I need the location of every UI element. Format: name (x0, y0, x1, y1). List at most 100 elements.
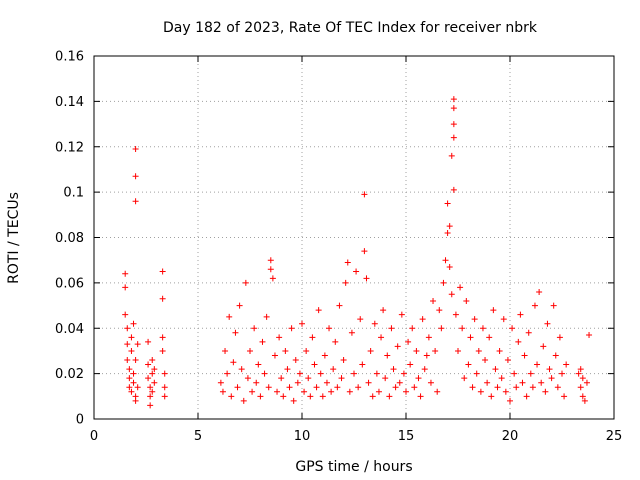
data-point (128, 388, 135, 395)
data-point (363, 275, 370, 282)
data-point (434, 388, 441, 395)
data-point (461, 375, 468, 382)
data-point (450, 96, 457, 103)
data-point (161, 384, 168, 391)
data-point (340, 357, 347, 364)
data-point (509, 325, 516, 332)
data-point (446, 263, 453, 270)
data-point (430, 298, 437, 305)
data-point (486, 334, 493, 341)
data-point (271, 352, 278, 359)
data-point (305, 375, 312, 382)
data-point (311, 361, 318, 368)
data-point (550, 302, 557, 309)
data-point (342, 279, 349, 286)
data-point (559, 370, 565, 377)
data-point (583, 379, 590, 386)
x-tick-label: 15 (398, 429, 415, 444)
data-point (147, 393, 154, 400)
data-point (380, 307, 387, 314)
data-point (161, 370, 168, 377)
data-point (494, 384, 501, 391)
data-point (249, 388, 256, 395)
data-point (134, 341, 141, 348)
data-point (448, 291, 455, 298)
data-point (132, 357, 139, 364)
data-point (367, 347, 374, 354)
data-point (427, 379, 434, 386)
data-point (128, 347, 135, 354)
data-point (502, 388, 509, 395)
data-points (122, 96, 593, 409)
data-point (375, 388, 382, 395)
data-point (371, 320, 378, 327)
data-point (159, 268, 166, 275)
data-point (261, 370, 268, 377)
y-tick-label: 0.08 (55, 231, 84, 246)
data-point (525, 329, 532, 336)
data-point (390, 366, 397, 373)
data-point (527, 370, 534, 377)
data-point (326, 325, 333, 332)
data-point (450, 186, 457, 193)
x-tick-label: 10 (294, 429, 311, 444)
data-point (577, 384, 584, 391)
data-point (242, 279, 249, 286)
data-point (577, 366, 584, 373)
data-point (132, 173, 139, 180)
data-point (442, 257, 449, 264)
data-point (542, 388, 549, 395)
data-point (319, 393, 326, 400)
grid-lines (94, 56, 614, 419)
data-point (373, 370, 380, 377)
data-point (234, 384, 241, 391)
data-point (459, 325, 466, 332)
data-point (467, 334, 474, 341)
data-point (334, 384, 341, 391)
data-point (457, 284, 464, 291)
data-point (230, 359, 237, 366)
data-point (552, 352, 559, 359)
data-point (563, 361, 570, 368)
data-point (450, 121, 457, 128)
data-point (384, 352, 391, 359)
data-point (492, 366, 499, 373)
data-point (267, 266, 274, 273)
data-point (405, 338, 412, 345)
data-point (122, 311, 129, 318)
chart-title: Day 182 of 2023, Rate Of TEC Index for r… (163, 20, 538, 36)
y-tick-label: 0.1 (63, 186, 84, 201)
data-point (251, 325, 258, 332)
data-point (463, 298, 470, 305)
data-point (301, 388, 308, 395)
data-point (544, 320, 551, 327)
data-point (267, 257, 274, 264)
data-point (534, 361, 541, 368)
data-point (294, 379, 301, 386)
data-point (348, 329, 355, 336)
y-tick-label: 0.06 (55, 276, 84, 291)
data-point (546, 366, 553, 373)
data-point (132, 198, 139, 205)
data-point (400, 370, 407, 377)
data-point (292, 357, 299, 364)
data-point (259, 338, 266, 345)
data-point (228, 393, 235, 400)
data-point (217, 379, 224, 386)
data-point (147, 384, 154, 391)
data-point (288, 325, 295, 332)
data-point (219, 388, 226, 395)
data-point (396, 379, 403, 386)
data-point (240, 397, 247, 404)
data-point (477, 388, 484, 395)
data-point (475, 347, 482, 354)
data-point (353, 268, 360, 275)
data-point (124, 341, 131, 348)
data-point (338, 375, 345, 382)
data-point (244, 375, 251, 382)
data-point (132, 397, 139, 404)
data-point (276, 334, 283, 341)
data-point (274, 388, 281, 395)
data-point (471, 316, 478, 323)
